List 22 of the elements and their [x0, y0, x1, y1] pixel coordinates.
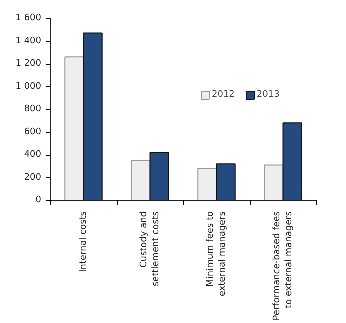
- y-tick-label: 1 600: [16, 14, 42, 24]
- bar: [282, 122, 302, 200]
- legend-label: 2013: [256, 90, 280, 100]
- bar: [150, 152, 170, 200]
- y-tick-label: 400: [24, 150, 42, 160]
- y-tick-label: 0: [36, 196, 42, 206]
- x-tick-label: Custody and settlement costs: [139, 211, 162, 287]
- bar: [83, 32, 103, 200]
- legend-label: 2012: [212, 90, 235, 100]
- bar: [131, 160, 151, 200]
- bar: [198, 168, 218, 200]
- y-tick-label: 600: [24, 127, 42, 138]
- bar: [216, 164, 236, 200]
- y-tick-label: 800: [24, 104, 42, 114]
- y-tick-label: 1 000: [16, 82, 42, 92]
- y-tick-label: 200: [24, 172, 42, 183]
- y-tick-label: 1 400: [16, 36, 42, 46]
- x-tick-label: Internal costs: [78, 211, 89, 272]
- bar: [264, 164, 284, 200]
- y-tick-label: 1 200: [16, 59, 42, 69]
- x-tick-label: Performance-based fees to external managers: [272, 211, 294, 321]
- bar: [64, 56, 84, 200]
